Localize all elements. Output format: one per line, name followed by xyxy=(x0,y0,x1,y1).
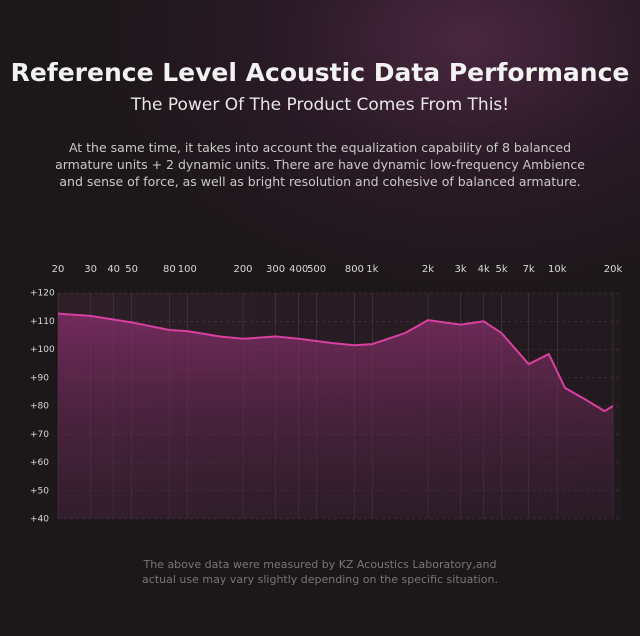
footnote: The above data were measured by KZ Acous… xyxy=(142,558,498,586)
x-tick-label: 200 xyxy=(233,264,252,275)
x-tick-label: 20k xyxy=(604,264,623,275)
x-tick-label: 300 xyxy=(266,264,285,275)
x-tick-label: 2k xyxy=(422,264,434,275)
x-tick-label: 20 xyxy=(52,264,65,275)
x-tick-label: 50 xyxy=(125,264,138,275)
x-tick-label: 40 xyxy=(107,264,120,275)
y-tick-label: +120 xyxy=(30,289,55,299)
x-tick-label: 7k xyxy=(523,264,535,275)
y-tick-label: +50 xyxy=(30,486,49,496)
y-tick-label: +60 xyxy=(30,458,49,468)
y-tick-label: +110 xyxy=(30,317,55,327)
x-tick-label: 3k xyxy=(454,264,466,275)
description: At the same time, it takes into account … xyxy=(55,140,585,189)
area xyxy=(58,313,613,519)
x-tick-label: 5k xyxy=(496,264,508,275)
x-tick-label: 4k xyxy=(478,264,490,275)
x-tick-label: 1k xyxy=(366,264,378,275)
y-tick-label: +90 xyxy=(30,373,49,383)
title: Reference Level Acoustic Data Performanc… xyxy=(10,58,630,87)
subtitle: The Power Of The Product Comes From This… xyxy=(130,95,510,115)
y-tick-label: +80 xyxy=(30,402,49,412)
x-tick-label: 400 xyxy=(289,264,308,275)
x-tick-label: 10k xyxy=(548,264,567,275)
x-tick-label: 800 xyxy=(345,264,364,275)
x-tick-label: 80 xyxy=(163,264,176,275)
line xyxy=(57,312,614,413)
y-tick-label: +100 xyxy=(30,345,55,355)
x-tick-label: 100 xyxy=(178,264,197,275)
y-tick-label: +70 xyxy=(30,430,49,440)
x-tick-label: 30 xyxy=(84,264,97,275)
y-tick-label: +40 xyxy=(30,515,49,525)
x-tick-label: 500 xyxy=(307,264,326,275)
